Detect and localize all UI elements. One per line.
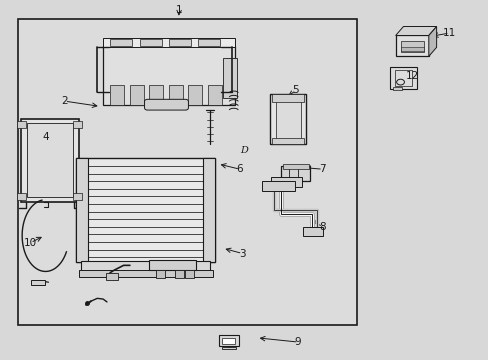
- Bar: [110, 85, 124, 105]
- Text: 8: 8: [319, 222, 325, 231]
- Bar: [395, 36, 428, 56]
- Bar: [149, 85, 163, 105]
- Bar: [27, 123, 73, 197]
- Bar: [103, 39, 234, 47]
- Bar: [261, 181, 294, 192]
- Polygon shape: [395, 27, 436, 36]
- Bar: [156, 270, 164, 278]
- Bar: [207, 85, 221, 105]
- Text: 11: 11: [442, 28, 455, 38]
- Text: 12: 12: [405, 71, 419, 81]
- Polygon shape: [428, 27, 436, 56]
- Bar: [105, 273, 118, 280]
- Bar: [400, 41, 423, 51]
- Text: 6: 6: [236, 164, 243, 174]
- Bar: [17, 121, 26, 128]
- Bar: [79, 270, 212, 277]
- Bar: [188, 85, 202, 105]
- Bar: [175, 270, 183, 278]
- Text: D: D: [240, 146, 248, 155]
- Bar: [73, 121, 81, 128]
- Bar: [394, 70, 411, 86]
- Bar: [392, 87, 401, 90]
- Bar: [303, 226, 322, 235]
- Bar: [21, 119, 79, 202]
- Bar: [275, 99, 300, 139]
- Bar: [17, 193, 26, 200]
- Bar: [269, 94, 306, 144]
- Bar: [81, 261, 210, 271]
- Bar: [389, 67, 416, 89]
- Bar: [130, 85, 143, 105]
- Text: 9: 9: [294, 337, 301, 347]
- Bar: [76, 158, 88, 262]
- Bar: [203, 158, 215, 262]
- Bar: [222, 58, 237, 98]
- Bar: [400, 46, 423, 51]
- Bar: [271, 177, 301, 187]
- Text: 7: 7: [319, 164, 325, 174]
- Bar: [31, 280, 44, 285]
- Bar: [140, 39, 161, 45]
- Text: 3: 3: [238, 248, 245, 258]
- Text: 1: 1: [175, 5, 182, 15]
- Bar: [18, 19, 356, 325]
- Bar: [272, 94, 304, 102]
- Bar: [282, 164, 308, 168]
- Bar: [281, 166, 310, 181]
- Text: 4: 4: [42, 132, 49, 142]
- Bar: [222, 347, 235, 349]
- Bar: [198, 39, 220, 45]
- Text: 10: 10: [23, 238, 37, 248]
- Bar: [221, 338, 235, 344]
- Text: 5: 5: [292, 85, 298, 95]
- Text: 2: 2: [61, 96, 67, 106]
- Bar: [149, 260, 195, 270]
- Bar: [76, 158, 215, 262]
- Circle shape: [396, 79, 404, 85]
- Bar: [110, 39, 132, 45]
- Bar: [219, 335, 238, 346]
- FancyBboxPatch shape: [144, 99, 188, 110]
- Bar: [73, 193, 81, 200]
- Bar: [168, 85, 182, 105]
- Bar: [184, 270, 193, 278]
- Bar: [272, 138, 304, 144]
- Bar: [103, 45, 234, 105]
- Bar: [168, 39, 190, 45]
